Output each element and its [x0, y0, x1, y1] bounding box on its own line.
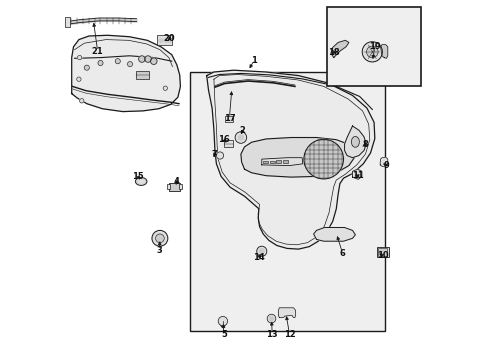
- Polygon shape: [380, 158, 387, 166]
- Polygon shape: [278, 308, 295, 318]
- Bar: [190, 72, 384, 331]
- Circle shape: [152, 230, 167, 246]
- Circle shape: [144, 56, 151, 62]
- Bar: [224, 116, 232, 122]
- Text: 20: 20: [163, 34, 175, 43]
- Polygon shape: [380, 45, 387, 58]
- Text: 16: 16: [218, 135, 229, 144]
- Text: 6: 6: [339, 249, 345, 258]
- Circle shape: [159, 39, 163, 42]
- Polygon shape: [241, 138, 354, 177]
- Bar: [179, 184, 182, 189]
- Text: 17: 17: [223, 113, 235, 122]
- Circle shape: [77, 77, 81, 81]
- Text: 10: 10: [376, 251, 387, 260]
- Text: 4: 4: [174, 177, 180, 186]
- Circle shape: [238, 135, 243, 140]
- Circle shape: [163, 86, 167, 90]
- Bar: [136, 71, 149, 79]
- Circle shape: [80, 99, 84, 103]
- Text: 5: 5: [221, 330, 226, 338]
- Circle shape: [269, 316, 273, 321]
- Text: 15: 15: [132, 171, 144, 180]
- Circle shape: [84, 65, 89, 70]
- Circle shape: [366, 46, 377, 58]
- Text: 9: 9: [383, 161, 389, 170]
- Circle shape: [167, 39, 171, 42]
- Bar: [168, 183, 180, 191]
- Bar: [378, 248, 386, 256]
- Text: 14: 14: [252, 253, 264, 262]
- Circle shape: [303, 139, 343, 179]
- Circle shape: [218, 316, 227, 326]
- Circle shape: [216, 152, 223, 159]
- Circle shape: [256, 246, 266, 256]
- Text: 19: 19: [368, 42, 380, 51]
- Circle shape: [127, 62, 132, 67]
- Circle shape: [77, 55, 81, 60]
- Circle shape: [155, 234, 164, 243]
- Text: 13: 13: [266, 330, 278, 338]
- Text: 18: 18: [327, 48, 339, 57]
- Polygon shape: [206, 70, 374, 249]
- Circle shape: [139, 56, 145, 62]
- Polygon shape: [313, 228, 355, 241]
- Bar: [269, 161, 274, 163]
- Text: 11: 11: [351, 171, 363, 180]
- Circle shape: [266, 314, 275, 323]
- Bar: [282, 160, 287, 163]
- Bar: [167, 184, 170, 189]
- Circle shape: [235, 132, 246, 143]
- Bar: [65, 17, 70, 27]
- Bar: [326, 7, 420, 86]
- Polygon shape: [352, 169, 361, 179]
- Text: 3: 3: [156, 246, 162, 255]
- Polygon shape: [261, 158, 302, 166]
- Polygon shape: [72, 35, 180, 112]
- Bar: [263, 161, 268, 163]
- Circle shape: [115, 59, 120, 64]
- Text: 1: 1: [251, 55, 257, 65]
- Circle shape: [362, 42, 382, 62]
- Polygon shape: [344, 126, 366, 158]
- Bar: [224, 140, 232, 147]
- Bar: [376, 247, 387, 257]
- Text: 2: 2: [239, 126, 245, 135]
- Text: 12: 12: [283, 330, 295, 338]
- Bar: [276, 160, 281, 163]
- Ellipse shape: [138, 180, 144, 183]
- Text: 21: 21: [92, 46, 103, 55]
- Text: 8: 8: [362, 140, 367, 149]
- Bar: [157, 35, 172, 45]
- Polygon shape: [330, 40, 348, 58]
- Ellipse shape: [135, 177, 146, 185]
- Circle shape: [259, 249, 264, 254]
- Circle shape: [150, 58, 157, 64]
- Circle shape: [164, 39, 167, 42]
- Circle shape: [98, 60, 103, 66]
- Text: 7: 7: [211, 150, 216, 158]
- Ellipse shape: [351, 136, 359, 147]
